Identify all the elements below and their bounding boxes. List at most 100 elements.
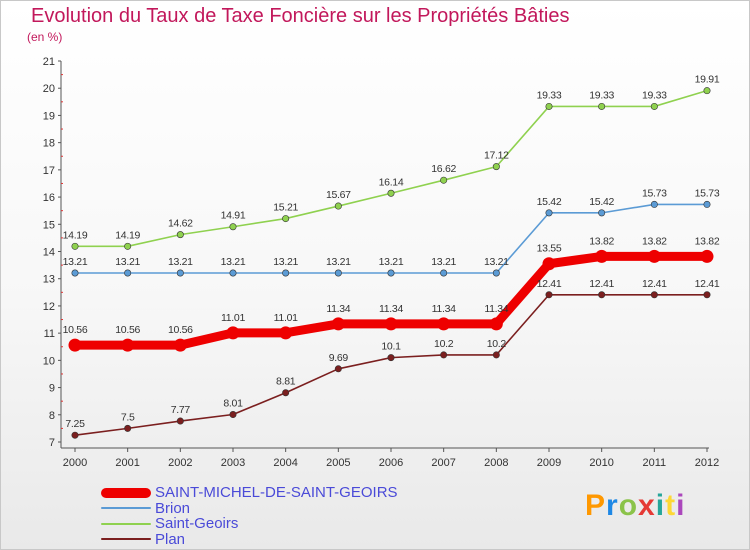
data-label: 13.21 (273, 256, 298, 268)
x-tick-label: 2001 (115, 457, 139, 469)
data-label: 13.21 (168, 256, 193, 268)
data-label: 13.21 (484, 256, 509, 268)
data-label: 19.33 (642, 89, 667, 101)
data-point (68, 338, 82, 352)
data-point (279, 326, 293, 340)
data-label: 17.12 (484, 150, 509, 162)
data-point (700, 249, 714, 263)
data-point (647, 249, 661, 263)
data-point (226, 326, 240, 340)
data-point (282, 269, 290, 277)
y-tick-label: 11 (44, 328, 55, 340)
y-tick-label: 15 (43, 219, 55, 231)
legend-item: Brion (101, 501, 398, 517)
y-tick-label: 7 (49, 437, 55, 449)
logo-letter: o (618, 489, 639, 522)
data-label: 10.2 (434, 338, 454, 350)
data-point (492, 269, 500, 277)
data-point (71, 269, 79, 277)
x-tick-label: 2000 (63, 457, 87, 469)
data-point (229, 411, 237, 419)
data-point (176, 269, 184, 277)
data-point (703, 291, 711, 299)
y-tick-label: 12 (43, 301, 55, 313)
data-label: 16.14 (379, 176, 404, 188)
data-label: 13.21 (326, 256, 351, 268)
legend-swatch (101, 522, 151, 525)
chart-title: Evolution du Taux de Taxe Foncière sur l… (31, 5, 570, 27)
data-point (545, 102, 553, 110)
data-label: 7.77 (171, 404, 191, 416)
data-label: 10.56 (168, 324, 193, 336)
x-tick-label: 2004 (273, 457, 297, 469)
data-point (384, 317, 398, 331)
x-tick-label: 2012 (695, 457, 719, 469)
chart-legend: SAINT-MICHEL-DE-SAINT-GEOIRS Brion Saint-G… (101, 485, 398, 547)
data-label: 16.62 (431, 163, 456, 175)
data-point (437, 317, 451, 331)
legend-item: Plan (101, 532, 398, 548)
y-tick-label: 19 (43, 110, 55, 122)
x-tick-label: 2007 (431, 457, 455, 469)
y-tick-label: 9 (49, 383, 55, 395)
data-label: 12.41 (642, 278, 667, 290)
data-label: 8.81 (276, 376, 296, 388)
data-label: 13.82 (642, 235, 667, 247)
x-tick-label: 2005 (326, 457, 350, 469)
y-tick-label: 21 (43, 56, 55, 68)
data-point (545, 209, 553, 217)
legend-swatch (101, 538, 151, 541)
data-label: 15.42 (537, 196, 562, 208)
legend-label: Saint-Geoirs (155, 515, 239, 533)
legend-swatch (101, 487, 151, 498)
data-label: 11.34 (326, 303, 350, 315)
data-label: 13.21 (115, 256, 140, 268)
y-tick-label: 18 (43, 138, 55, 150)
x-tick-label: 2009 (537, 457, 561, 469)
data-point (598, 102, 606, 110)
data-label: 15.73 (695, 187, 720, 199)
data-label: 15.21 (273, 202, 298, 214)
y-tick-label: 14 (43, 247, 55, 259)
logo-letter: t (665, 489, 677, 522)
data-label: 13.55 (537, 243, 562, 255)
data-point (124, 242, 132, 250)
data-label: 10.2 (487, 338, 507, 350)
y-tick-label: 16 (43, 192, 55, 204)
data-label: 11.34 (379, 303, 403, 315)
data-label: 15.42 (589, 196, 614, 208)
y-tick-label: 20 (43, 83, 55, 95)
data-point (124, 269, 132, 277)
data-label: 12.41 (695, 278, 720, 290)
data-point (282, 215, 290, 223)
data-point (282, 389, 290, 397)
data-label: 12.41 (589, 278, 614, 290)
data-point (440, 269, 448, 277)
data-label: 8.01 (223, 398, 243, 410)
data-label: 11.34 (432, 303, 456, 315)
data-label: 19.91 (695, 74, 720, 86)
data-point (492, 351, 500, 359)
data-label: 12.41 (537, 278, 562, 290)
data-point (331, 317, 345, 331)
data-point (440, 176, 448, 184)
data-point (650, 200, 658, 208)
legend-label: SAINT-MICHEL-DE-SAINT-GEOIRS (155, 484, 398, 502)
logo-letter: i (655, 489, 666, 522)
data-point (542, 257, 556, 271)
data-label: 14.62 (168, 218, 193, 230)
data-label: 9.69 (329, 352, 349, 364)
data-label: 7.25 (65, 418, 85, 430)
data-point (176, 417, 184, 425)
data-label: 13.82 (589, 235, 614, 247)
data-point (387, 354, 395, 362)
y-tick-label: 13 (43, 274, 55, 286)
data-label: 10.1 (381, 341, 401, 353)
x-tick-label: 2010 (589, 457, 613, 469)
legend-label: Brion (155, 499, 191, 517)
data-point (173, 338, 187, 352)
data-point (703, 87, 711, 95)
data-label: 13.21 (431, 256, 456, 268)
